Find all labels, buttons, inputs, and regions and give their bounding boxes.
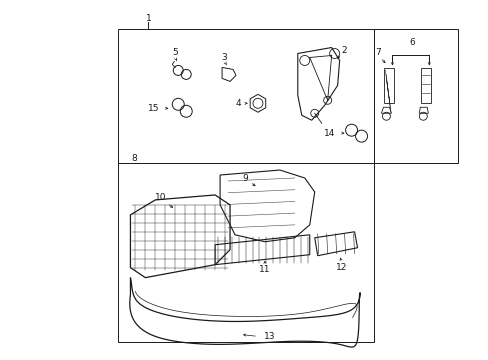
Bar xyxy=(384,68,394,103)
Text: 8: 8 xyxy=(131,154,137,163)
Text: 5: 5 xyxy=(172,48,178,57)
Text: 4: 4 xyxy=(235,99,241,108)
Text: 13: 13 xyxy=(264,332,275,341)
Text: 10: 10 xyxy=(154,193,166,202)
Text: 15: 15 xyxy=(147,104,159,113)
Bar xyxy=(118,163,374,342)
Text: 14: 14 xyxy=(324,129,335,138)
Text: 9: 9 xyxy=(242,174,247,183)
Bar xyxy=(421,68,430,103)
Text: 7: 7 xyxy=(375,48,381,57)
Text: 11: 11 xyxy=(259,265,270,274)
Text: 12: 12 xyxy=(335,263,346,272)
Bar xyxy=(374,28,457,163)
Text: 3: 3 xyxy=(221,53,226,62)
Text: 2: 2 xyxy=(341,46,346,55)
Text: 1: 1 xyxy=(145,14,151,23)
Text: 6: 6 xyxy=(408,38,414,47)
Bar xyxy=(118,28,374,163)
